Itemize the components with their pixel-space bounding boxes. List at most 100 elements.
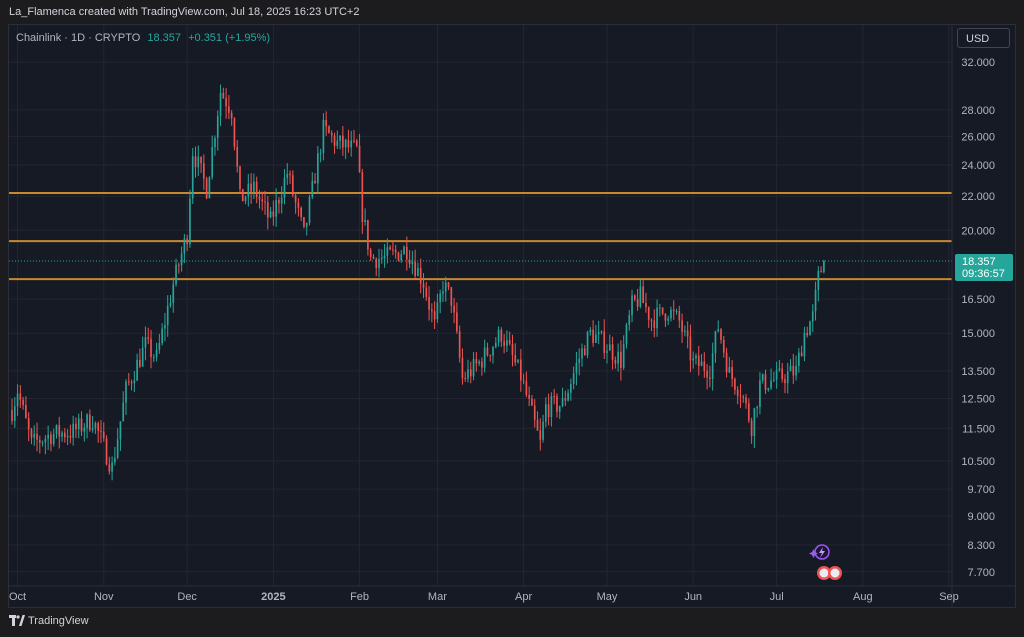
candle-body <box>414 261 416 277</box>
candle-body <box>397 252 400 261</box>
footer: TradingView <box>0 608 1024 637</box>
candle-body <box>736 389 739 396</box>
candle-body <box>606 350 608 353</box>
candle-body <box>503 341 505 346</box>
candle-body <box>759 380 761 407</box>
tradingview-brand: TradingView <box>28 615 89 627</box>
candle-body <box>575 362 578 374</box>
candle-body <box>653 320 656 329</box>
candle-body <box>781 368 784 380</box>
tradingview-logo-icon <box>9 615 25 626</box>
candle-body <box>553 396 556 398</box>
currency-button[interactable]: USD <box>957 28 1010 48</box>
candle-body <box>725 352 728 373</box>
candle-body <box>266 202 269 218</box>
candle-body <box>336 140 339 147</box>
candle-body <box>561 398 564 407</box>
candle-body <box>817 270 820 290</box>
candle-body <box>714 331 717 354</box>
candle-body <box>447 282 450 288</box>
time-axis[interactable]: Oct Nov Dec 2025 Feb Mar Apr May Jun Jul Aug Sep <box>9 585 1015 603</box>
candle-body <box>405 246 408 260</box>
candle-body <box>155 349 158 357</box>
candle-body <box>789 365 792 372</box>
candle-body <box>514 355 517 363</box>
candle-body <box>820 270 822 273</box>
candle-body <box>400 254 403 261</box>
candle-body <box>611 344 614 361</box>
candle-body <box>620 351 622 368</box>
candle-body <box>241 189 244 202</box>
candle-body <box>355 140 358 146</box>
candle-body <box>772 379 775 381</box>
candle-body <box>41 442 44 444</box>
symbol-legend[interactable]: Chainlink · 1D · CRYPTO 18.357 +0.351 (+… <box>16 29 270 47</box>
candle-body <box>19 393 22 400</box>
candle-body <box>642 286 644 303</box>
candle-body <box>358 145 361 173</box>
candle-body <box>425 287 428 298</box>
candle-body <box>130 382 133 384</box>
candle-body <box>692 358 695 361</box>
candle-body <box>55 425 58 434</box>
horizontal-levels <box>9 191 952 281</box>
candle-body <box>589 329 592 333</box>
candle-body <box>550 396 553 418</box>
price-chart[interactable]: 32.000 28.000 26.000 24.000 22.000 20.000 16.5… <box>9 25 1015 607</box>
candle-body <box>672 309 675 312</box>
event-markers[interactable] <box>809 544 842 580</box>
price-tick-label: 9.000 <box>967 511 995 523</box>
candle-body <box>375 258 378 269</box>
candle-body <box>742 396 745 398</box>
price-tick-label: 12.500 <box>961 393 995 405</box>
candle-body <box>700 361 703 367</box>
price-tick-label: 22.000 <box>961 191 995 203</box>
candle-body <box>364 220 366 223</box>
candle-body <box>150 338 152 358</box>
candle-body <box>703 361 706 371</box>
candle-body <box>631 295 633 316</box>
candle-body <box>289 173 291 176</box>
candle-body <box>305 222 308 227</box>
candle-body <box>80 418 83 432</box>
candle-body <box>208 177 211 199</box>
time-tick-label: Jun <box>684 591 702 603</box>
price-tick-label: 13.500 <box>961 366 995 378</box>
candle-body <box>603 331 606 353</box>
grid <box>9 25 952 586</box>
candle-body <box>436 302 439 320</box>
symbol-title[interactable]: Chainlink · 1D · CRYPTO <box>16 32 141 44</box>
candle-body <box>678 310 681 321</box>
candle-body <box>311 180 314 197</box>
candle-body <box>750 420 753 436</box>
candle-body <box>27 418 30 430</box>
candle-body <box>803 332 806 357</box>
candle-body <box>539 430 542 440</box>
candle-body <box>158 343 161 350</box>
candle-body <box>684 330 686 332</box>
price-tick-label: 15.000 <box>961 328 995 340</box>
price-tick-label: 7.700 <box>967 567 995 579</box>
candle-body <box>570 383 572 393</box>
candle-body <box>389 247 391 250</box>
candle-body <box>169 303 172 306</box>
candle-body <box>225 98 227 107</box>
candle-body <box>44 438 47 443</box>
candle-body <box>806 332 809 336</box>
candle-body <box>458 331 461 358</box>
time-tick-label: Dec <box>177 591 197 603</box>
candle-body <box>383 255 386 258</box>
candle-body <box>422 283 425 288</box>
candle-body <box>100 430 102 432</box>
candle-body <box>91 428 94 431</box>
price-axis[interactable]: 32.000 28.000 26.000 24.000 22.000 20.000 16.5… <box>951 25 1013 607</box>
chart-pane[interactable]: 32.000 28.000 26.000 24.000 22.000 20.000 16.5… <box>8 24 1016 608</box>
candle-body <box>450 287 453 306</box>
candle-body <box>578 358 581 363</box>
candle-body <box>809 321 811 336</box>
candle-body <box>528 394 530 399</box>
candle-body <box>105 438 108 465</box>
time-tick-label: Mar <box>428 591 447 603</box>
candle-body <box>444 282 447 292</box>
candle-body <box>506 340 508 346</box>
